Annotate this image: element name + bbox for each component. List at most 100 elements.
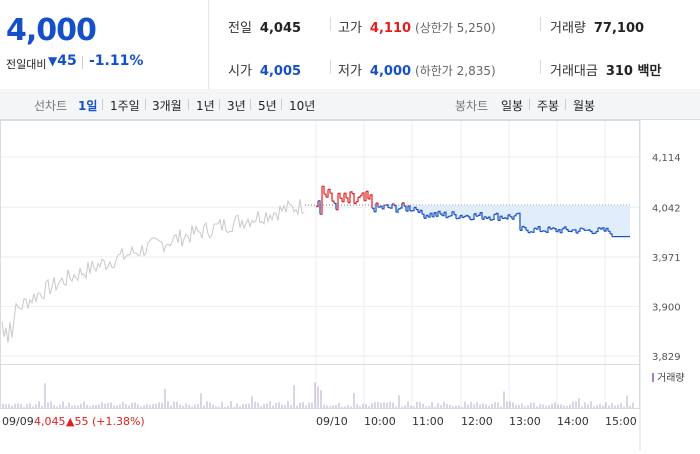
period-1y-button[interactable]: 1년 bbox=[196, 97, 215, 114]
period-3y-button[interactable]: 3년 bbox=[227, 97, 246, 114]
period-1w-button[interactable]: 1주일 bbox=[110, 97, 140, 114]
monthly-candle-button[interactable]: 월봉 bbox=[573, 97, 595, 114]
y-tick-label: 4,042 bbox=[652, 203, 681, 214]
low-value: 4,000 bbox=[370, 64, 411, 79]
price-step bbox=[456, 218, 458, 219]
price-step bbox=[540, 231, 542, 232]
high-value: 4,110 bbox=[370, 21, 411, 36]
price-step bbox=[586, 230, 588, 231]
price-step bbox=[388, 208, 390, 209]
volume-legend: 거래량 bbox=[657, 372, 685, 384]
price-step bbox=[346, 198, 348, 203]
divider bbox=[540, 60, 541, 74]
y-tick-label: 3,971 bbox=[652, 253, 681, 264]
divider bbox=[188, 99, 189, 110]
price-step bbox=[356, 197, 358, 201]
line-chart-label: 선차트 bbox=[34, 97, 67, 114]
x-tick-label: 13:00 bbox=[509, 415, 541, 428]
price-step bbox=[526, 230, 528, 232]
period-10y-button[interactable]: 10년 bbox=[289, 97, 315, 114]
period-5y-button[interactable]: 5년 bbox=[258, 97, 277, 114]
prev-close-label: 전일 bbox=[228, 21, 252, 36]
price-step bbox=[440, 214, 442, 216]
x-tick-label: 10:00 bbox=[364, 415, 396, 428]
price-step bbox=[358, 196, 360, 198]
current-price-box: 4,000 전일대비 ▼45 -1.11% bbox=[0, 0, 209, 89]
price-chart-svg: 4,114 4,042 3,971 3,900 3,829 거래량 09/09 … bbox=[0, 120, 700, 450]
price-step bbox=[448, 216, 450, 217]
change-label: 전일대비 bbox=[6, 56, 46, 72]
high-label: 고가 bbox=[338, 21, 362, 36]
period-3m-button[interactable]: 3개월 bbox=[152, 97, 182, 114]
upper-limit: (상한가 5,250) bbox=[415, 21, 496, 35]
chart-toolbar: 선차트 1일 1주일 3개월 1년 3년 5년 10년 봉차트 일봉 주봉 월봉 bbox=[0, 89, 700, 120]
price-change: ▼45 bbox=[48, 53, 77, 69]
price-step bbox=[516, 213, 518, 214]
x-tick-label: 12:00 bbox=[461, 415, 493, 428]
divider bbox=[281, 99, 282, 110]
amount-label: 거래대금 bbox=[550, 64, 598, 79]
price-step bbox=[352, 194, 354, 204]
price-step bbox=[580, 228, 582, 229]
divider bbox=[102, 99, 103, 110]
divider bbox=[330, 17, 331, 31]
y-tick-label: 3,900 bbox=[652, 302, 681, 313]
price-step bbox=[324, 194, 326, 197]
volume-legend-swatch bbox=[652, 373, 654, 382]
x-tick-label: 09/10 bbox=[316, 415, 348, 428]
open-label: 시가 bbox=[228, 64, 252, 79]
divider bbox=[540, 17, 541, 31]
volume-frame bbox=[1, 365, 640, 409]
divider bbox=[82, 56, 83, 69]
price-step bbox=[330, 193, 332, 201]
divider bbox=[529, 99, 530, 110]
lower-limit: (하한가 2,835) bbox=[415, 64, 496, 78]
volume-label: 거래량 bbox=[550, 21, 586, 36]
current-price: 4,000 bbox=[6, 13, 96, 48]
divider bbox=[330, 60, 331, 74]
quote-panel: 4,000 전일대비 ▼45 -1.11% 전일 4,045 고가 4,110 (상한… bbox=[0, 0, 700, 90]
price-step bbox=[510, 217, 512, 219]
price-step bbox=[524, 228, 526, 231]
open-value: 4,005 bbox=[260, 64, 301, 79]
x-tick-label: 14:00 bbox=[557, 415, 589, 428]
price-step bbox=[360, 193, 362, 196]
daily-candle-button[interactable]: 일봉 bbox=[501, 97, 523, 114]
down-triangle-icon: ▼ bbox=[48, 54, 57, 68]
period-1d-button[interactable]: 1일 bbox=[78, 97, 97, 114]
price-step bbox=[610, 234, 612, 237]
price-step bbox=[502, 218, 504, 219]
candle-chart-label: 봉차트 bbox=[455, 97, 488, 114]
volume-value: 77,100 bbox=[594, 21, 644, 36]
open-price: 시가 4,005 bbox=[228, 60, 301, 79]
divider bbox=[145, 99, 146, 110]
prev-day-change: ▲55 (+1.38%) bbox=[66, 415, 145, 428]
prev-day-line bbox=[2, 199, 304, 342]
low-price: 저가 4,000 (하한가 2,835) bbox=[338, 60, 496, 79]
price-fill bbox=[316, 205, 630, 236]
high-price: 고가 4,110 (상한가 5,250) bbox=[338, 17, 496, 36]
divider bbox=[219, 99, 220, 110]
low-label: 저가 bbox=[338, 64, 362, 79]
price-step bbox=[490, 219, 492, 220]
prev-day-date: 09/09 bbox=[2, 415, 34, 428]
price-step bbox=[332, 201, 334, 203]
prev-close-value: 4,045 bbox=[260, 21, 301, 36]
x-tick-label: 11:00 bbox=[412, 415, 444, 428]
below-reference-fill bbox=[316, 205, 630, 236]
change-value: 45 bbox=[57, 53, 76, 69]
price-step bbox=[544, 231, 546, 232]
prev-day-close: 4,045 bbox=[34, 415, 66, 428]
price-step bbox=[468, 217, 470, 220]
divider bbox=[250, 99, 251, 110]
volume-bars bbox=[3, 383, 633, 408]
prev-close: 전일 4,045 bbox=[228, 17, 301, 36]
trade-amount: 거래대금 310 백만 bbox=[550, 60, 661, 79]
change-rate: -1.11% bbox=[89, 53, 143, 69]
volume: 거래량 77,100 bbox=[550, 17, 644, 36]
price-step bbox=[530, 232, 532, 233]
weekly-candle-button[interactable]: 주봉 bbox=[537, 97, 559, 114]
price-chart[interactable]: 4,114 4,042 3,971 3,900 3,829 거래량 09/09 … bbox=[0, 120, 700, 450]
amount-value: 310 백만 bbox=[606, 64, 662, 79]
divider bbox=[565, 99, 566, 110]
